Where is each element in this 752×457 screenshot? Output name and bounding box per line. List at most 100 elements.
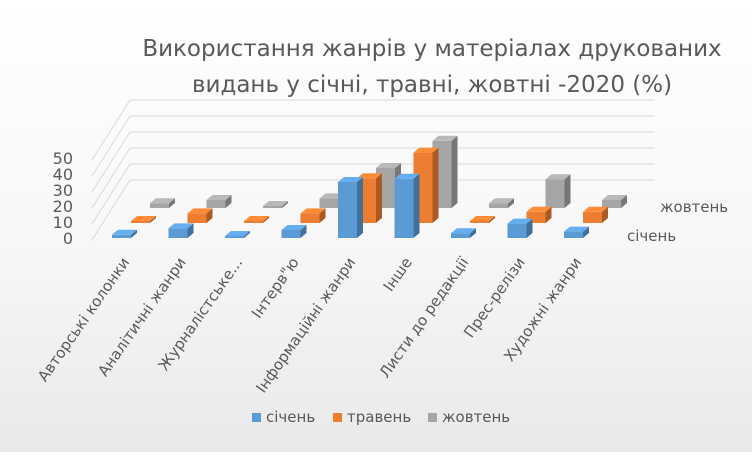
bar-жовтень	[263, 201, 288, 208]
bar-top-face	[394, 173, 420, 179]
legend-label: січень	[266, 408, 315, 426]
bar-січень	[112, 229, 137, 238]
bar-жовтень	[206, 195, 232, 208]
gridline	[91, 131, 655, 193]
bar-front-face	[470, 221, 489, 223]
bar-side-face	[300, 225, 307, 238]
bar-жовтень	[489, 198, 514, 208]
bar-front-face	[225, 236, 244, 238]
y-tick-label: 0	[63, 229, 73, 248]
bar-травень	[583, 206, 608, 223]
bar-side-face	[319, 208, 326, 223]
legend-swatch	[428, 413, 437, 422]
bar-top-face	[413, 147, 439, 153]
bar-top-face	[263, 201, 288, 206]
bar-front-face	[507, 223, 527, 238]
bar-top-face	[526, 206, 552, 212]
bar-top-face	[489, 198, 514, 204]
bar-front-face	[300, 213, 320, 223]
bar-травень	[187, 208, 213, 223]
y-tick-label: 50	[53, 149, 73, 168]
bar-front-face	[168, 228, 188, 238]
bar-front-face	[187, 213, 207, 223]
bar-січень	[168, 223, 194, 238]
bar-side-face	[564, 174, 571, 208]
bar-top-face	[376, 163, 401, 168]
bar-side-face	[357, 177, 363, 238]
bar-top-face	[338, 177, 363, 182]
bar-side-face	[244, 231, 250, 238]
legend-swatch	[252, 413, 261, 422]
bar-січень	[451, 228, 476, 238]
bar-top-face	[112, 229, 137, 235]
legend-item: травень	[333, 408, 411, 426]
bar-top-face	[300, 208, 326, 214]
bar-січень	[338, 177, 363, 238]
bar-side-face	[583, 226, 589, 238]
bar-side-face	[545, 206, 552, 223]
category-label: Інформаційні жанри	[252, 254, 359, 396]
bar-side-face	[282, 201, 288, 208]
gridlines	[91, 99, 655, 241]
bar-top-face	[507, 218, 533, 224]
chart-title-line2: видань у січні, травні, жовтні -2020 (%)	[192, 72, 672, 98]
bar-травень	[131, 216, 156, 223]
bar-front-face	[526, 211, 546, 223]
chart-title-line1: Використання жанрів у матеріалах друкова…	[142, 36, 721, 62]
bar-жовтень	[150, 198, 175, 208]
bar-side-face	[413, 173, 420, 238]
legend-label: травень	[347, 408, 411, 426]
bar-side-face	[432, 147, 439, 223]
legend-item: жовтень	[428, 408, 510, 426]
legend: січень травень жовтень	[252, 408, 510, 426]
bar-side-face	[470, 228, 476, 238]
bar-side-face	[489, 216, 495, 223]
bar-side-face	[169, 198, 175, 208]
depth-label-back: жовтень	[660, 198, 728, 216]
bar-front-face	[131, 221, 150, 223]
bar-front-face	[206, 200, 226, 208]
bar-жовтень	[545, 174, 571, 208]
bars	[112, 135, 627, 238]
legend-item: січень	[252, 408, 315, 426]
bar-side-face	[187, 223, 194, 238]
bar-травень	[300, 208, 326, 223]
bar-front-face	[545, 179, 565, 208]
bar-front-face	[112, 234, 131, 238]
depth-label-front: січень	[627, 227, 676, 245]
bar-top-face	[168, 223, 194, 229]
bar-top-face	[602, 195, 627, 200]
gridline	[91, 115, 655, 177]
bar-side-face	[508, 198, 514, 208]
bar-front-face	[150, 203, 169, 208]
legend-swatch	[333, 413, 342, 422]
bar-front-face	[244, 221, 263, 223]
bar-січень	[394, 173, 420, 238]
bar-side-face	[225, 195, 232, 208]
bar-side-face	[263, 216, 269, 223]
bar-top-face	[357, 173, 382, 179]
bar-front-face	[489, 203, 508, 208]
bar-жовтень	[602, 195, 627, 208]
bar-front-face	[564, 231, 583, 238]
bar-side-face	[131, 229, 137, 238]
bar-top-face	[583, 206, 608, 212]
legend-label: жовтень	[442, 408, 510, 426]
category-label: Інтерв"ю	[248, 254, 303, 322]
y-tick-label: 30	[53, 181, 73, 200]
y-tick-label: 10	[53, 213, 73, 232]
bar-top-face	[225, 231, 250, 236]
bar-січень	[281, 225, 307, 238]
bar-side-face	[621, 195, 627, 208]
bar-січень	[225, 231, 250, 238]
bar-top-face	[206, 195, 232, 200]
gridline	[91, 99, 655, 161]
y-tick-label: 20	[53, 197, 73, 216]
category-label: Інше	[380, 254, 416, 295]
bar-side-face	[451, 135, 458, 208]
bar-top-face	[564, 226, 589, 232]
